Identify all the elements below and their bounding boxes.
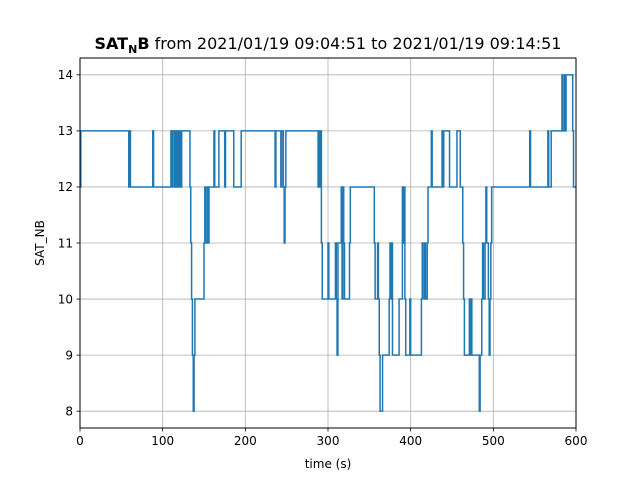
y-tick-label: 8 (65, 404, 73, 418)
x-tick-label: 500 (482, 434, 505, 448)
x-axis: 0 100 200 300 400 500 600 (76, 428, 587, 448)
y-tick-label: 12 (58, 180, 73, 194)
x-tick-label: 300 (317, 434, 340, 448)
series-line (80, 74, 576, 412)
y-axis-label: SAT_NB (33, 220, 47, 266)
x-tick-label: 600 (565, 434, 588, 448)
y-axis: 8 9 10 11 12 13 14 (58, 68, 80, 418)
x-axis-label: time (s) (305, 457, 352, 471)
y-tick-label: 14 (58, 68, 73, 82)
x-tick-label: 0 (76, 434, 84, 448)
y-tick-label: 10 (58, 292, 73, 306)
series-group (80, 74, 576, 412)
x-tick-label: 400 (399, 434, 422, 448)
y-tick-label: 11 (58, 236, 73, 250)
x-tick-label: 100 (151, 434, 174, 448)
y-tick-label: 13 (58, 124, 73, 138)
x-tick-label: 200 (234, 434, 257, 448)
y-tick-label: 9 (65, 348, 73, 362)
chart-title: SATNB from 2021/01/19 09:04:51 to 2021/0… (95, 34, 562, 56)
